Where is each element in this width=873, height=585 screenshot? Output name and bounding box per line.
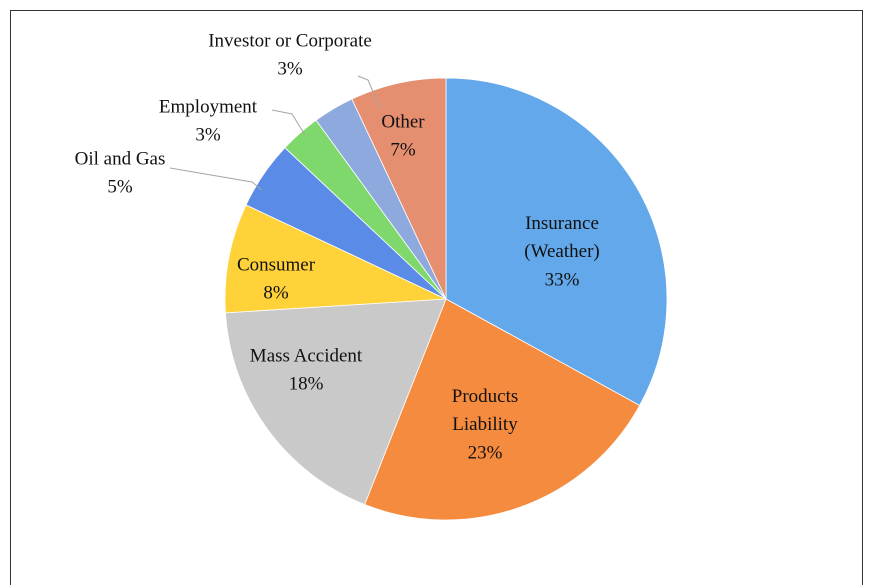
leader-line [271,109,306,136]
leader-lines [169,75,381,191]
pie-slice [224,204,447,314]
pie-slice [445,77,668,407]
slice-name: Employment [159,96,258,117]
slice-value-label: 5% [107,176,133,197]
slice-name: Other [381,111,425,132]
pie-slice [225,298,447,506]
slice-value-label: 7% [390,139,416,160]
slice-name: Products Liability [452,386,519,435]
slice-name: Consumer [237,254,316,275]
slice-value-label: 8% [263,282,289,303]
slice-name: Insurance (Weather) [524,213,599,262]
pie [224,77,668,521]
slice-name: Mass Accident [250,345,363,366]
leader-line [169,167,263,191]
slice-value-label: 18% [289,373,324,394]
leader-line [357,75,381,109]
pie-slice [351,77,447,300]
slice-name: Investor or Corporate [208,30,372,51]
slice-value-label: 33% [545,269,580,290]
labels: Insurance (Weather) 33% Products Liability 23… [75,30,600,463]
pie-slice [364,298,641,521]
slice-value-label: 23% [468,442,503,463]
slice-value-label: 3% [195,124,221,145]
slice-name: Oil and Gas [75,148,166,169]
slice-value-label: 3% [277,58,303,79]
